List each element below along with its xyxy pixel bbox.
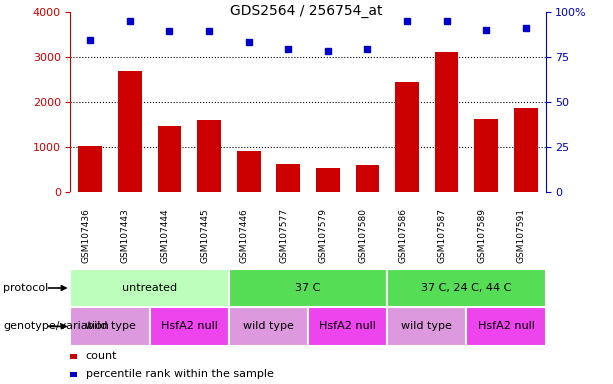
Text: wild type: wild type	[243, 321, 294, 331]
Text: protocol: protocol	[3, 283, 48, 293]
Text: GSM107446: GSM107446	[240, 208, 249, 263]
Text: wild type: wild type	[402, 321, 452, 331]
Bar	[356, 165, 379, 192]
Bar	[150, 307, 229, 346]
Text: GSM107577: GSM107577	[280, 208, 288, 263]
Text: 37 C: 37 C	[295, 283, 321, 293]
Text: HsfA2 null: HsfA2 null	[478, 321, 535, 331]
Text: GSM107443: GSM107443	[121, 208, 130, 263]
Bar	[387, 307, 466, 346]
Bar	[514, 108, 538, 192]
Text: GSM107436: GSM107436	[82, 208, 90, 263]
Text: GSM107579: GSM107579	[319, 208, 328, 263]
Bar	[70, 307, 150, 346]
Text: GSM107444: GSM107444	[161, 208, 169, 263]
Bar	[387, 269, 546, 307]
Text: wild type: wild type	[85, 321, 135, 331]
Text: HsfA2 null: HsfA2 null	[319, 321, 376, 331]
Bar	[229, 269, 387, 307]
Text: HsfA2 null: HsfA2 null	[161, 321, 218, 331]
Text: 37 C, 24 C, 44 C: 37 C, 24 C, 44 C	[421, 283, 512, 293]
Text: GSM107587: GSM107587	[438, 208, 447, 263]
Text: GSM107591: GSM107591	[517, 208, 526, 263]
Text: count: count	[86, 351, 117, 361]
Bar	[395, 82, 419, 192]
Bar	[70, 269, 229, 307]
Bar	[118, 71, 142, 192]
Bar	[197, 120, 221, 192]
Bar	[158, 126, 181, 192]
Text: percentile rank within the sample: percentile rank within the sample	[86, 369, 273, 379]
Text: GSM107580: GSM107580	[359, 208, 367, 263]
Text: GDS2564 / 256754_at: GDS2564 / 256754_at	[230, 4, 383, 18]
Text: GSM107589: GSM107589	[477, 208, 486, 263]
Bar	[466, 307, 546, 346]
Text: genotype/variation: genotype/variation	[3, 321, 109, 331]
Bar	[276, 164, 300, 192]
Bar	[237, 151, 261, 192]
Bar	[229, 307, 308, 346]
Text: GSM107445: GSM107445	[200, 208, 209, 263]
Text: GSM107586: GSM107586	[398, 208, 407, 263]
Bar	[78, 146, 102, 192]
Text: untreated: untreated	[122, 283, 177, 293]
Bar	[435, 52, 459, 192]
Bar	[308, 307, 387, 346]
Bar	[316, 168, 340, 192]
Bar	[474, 119, 498, 192]
